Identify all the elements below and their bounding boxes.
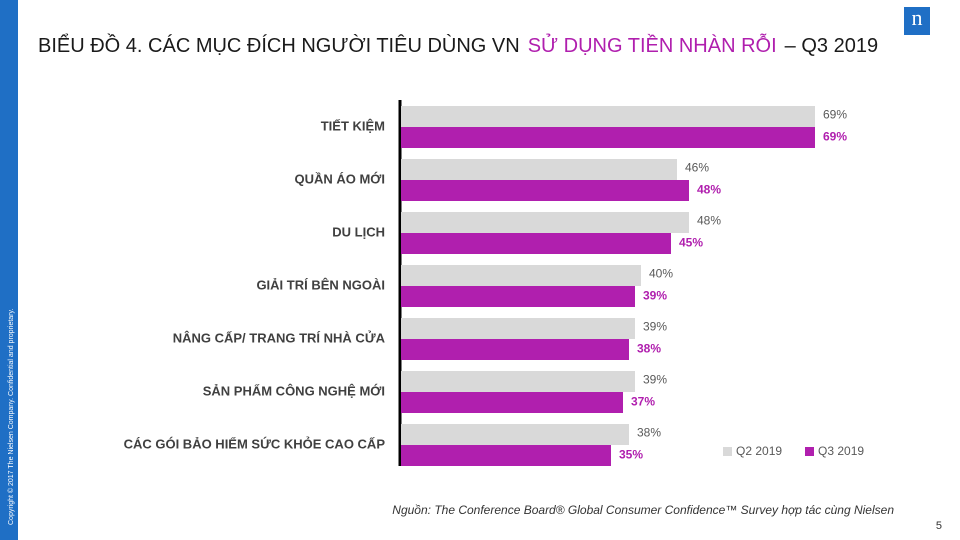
value-label: 48% — [697, 183, 721, 197]
bar — [401, 392, 623, 413]
bar — [401, 286, 635, 307]
bar — [401, 445, 611, 466]
value-label: 40% — [649, 267, 673, 281]
value-label: 45% — [679, 236, 703, 250]
category-label: QUẦN ÁO MỚI — [294, 171, 385, 186]
copyright: Copyright © 2017 The Nielsen Company. Co… — [7, 309, 15, 525]
category-label: NÂNG CẤP/ TRANG TRÍ NHÀ CỬA — [173, 330, 386, 345]
bar — [401, 371, 635, 392]
bar — [401, 159, 677, 180]
logo: n — [912, 5, 923, 30]
title-part: – Q3 2019 — [785, 35, 878, 57]
legend-label: Q2 2019 — [736, 444, 782, 458]
bar — [401, 106, 815, 127]
value-label: 46% — [685, 161, 709, 175]
legend-swatch — [805, 447, 814, 456]
title-part: BIỂU ĐỒ 4. CÁC MỤC ĐÍCH NGƯỜI TIÊU DÙNG … — [38, 33, 520, 57]
title-highlight: SỬ DỤNG TIỀN NHÀN RỖI — [528, 33, 777, 57]
source-note: Nguồn: The Conference Board® Global Cons… — [392, 503, 894, 517]
category-label: TIẾT KIỆM — [321, 118, 385, 133]
bar — [401, 265, 641, 286]
value-label: 39% — [643, 373, 667, 387]
bar — [401, 339, 629, 360]
value-label: 39% — [643, 289, 667, 303]
value-label: 69% — [823, 108, 847, 122]
bar — [401, 318, 635, 339]
value-label: 39% — [643, 320, 667, 334]
bar — [401, 212, 689, 233]
value-label: 69% — [823, 130, 847, 144]
bar — [401, 127, 815, 148]
bar — [401, 233, 671, 254]
page-number: 5 — [936, 520, 942, 532]
value-label: 37% — [631, 395, 655, 409]
value-label: 38% — [637, 426, 661, 440]
value-label: 35% — [619, 448, 643, 462]
logo-box — [904, 7, 930, 35]
value-label: 38% — [637, 342, 661, 356]
bar — [401, 424, 629, 445]
chart-title: BIỂU ĐỒ 4. CÁC MỤC ĐÍCH NGƯỜI TIÊU DÙNG … — [38, 33, 878, 57]
category-label: DU LỊCH — [332, 224, 385, 239]
legend-swatch — [723, 447, 732, 456]
category-label: SẢN PHẨM CÔNG NGHỆ MỚI — [203, 383, 385, 398]
value-label: 48% — [697, 214, 721, 228]
category-label: CÁC GÓI BẢO HIỂM SỨC KHỎE CAO CẤP — [124, 436, 386, 451]
bar — [401, 180, 689, 201]
side-strip — [0, 0, 18, 540]
category-label: GIẢI TRÍ BÊN NGOÀI — [256, 277, 385, 292]
legend-label: Q3 2019 — [818, 444, 864, 458]
